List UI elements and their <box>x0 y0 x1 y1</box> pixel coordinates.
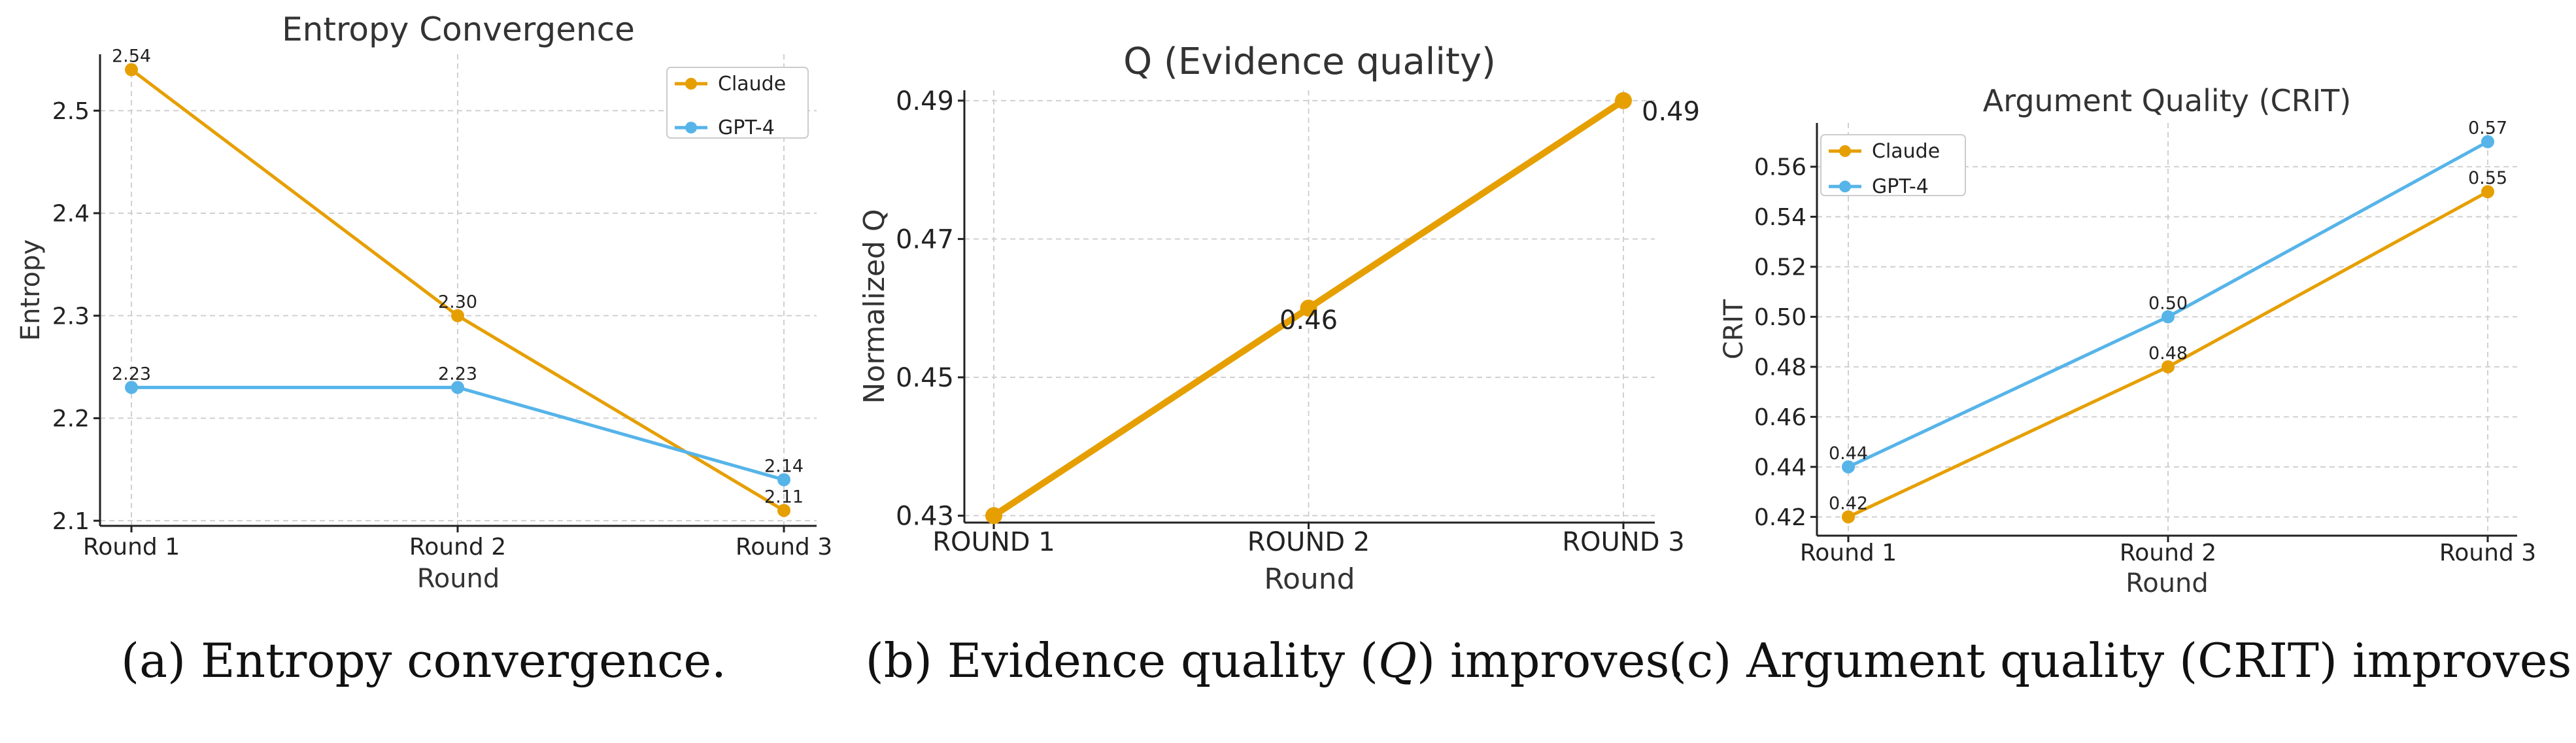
y-tick-label: 0.45 <box>896 363 954 393</box>
data-label: 0.42 <box>1829 493 1868 513</box>
x-tick-label: Round 1 <box>1800 540 1897 566</box>
legend-marker <box>685 122 697 134</box>
data-point <box>1842 460 1855 474</box>
data-label: 2.11 <box>764 487 804 507</box>
data-label: 0.46 <box>1280 305 1338 336</box>
data-point <box>985 507 1002 525</box>
series-gpt-4: 2.23 2.23 2.14 <box>112 364 804 487</box>
y-tick-label: 0.47 <box>896 224 954 254</box>
data-label: 0.55 <box>2468 168 2507 188</box>
y-tick-label: 2.3 <box>52 303 90 330</box>
x-axis-label: Round <box>1264 562 1355 596</box>
data-label: 2.23 <box>438 364 477 384</box>
legend-label: GPT-4 <box>1872 175 1929 198</box>
y-tick-label: 2.2 <box>52 406 90 432</box>
data-point <box>2161 360 2175 373</box>
data-point <box>2161 310 2175 324</box>
x-tick-label: Round 3 <box>2439 540 2536 566</box>
y-axis-label: Entropy <box>16 239 46 341</box>
legend-label: GPT-4 <box>718 116 775 139</box>
y-axis-label: CRIT <box>1719 299 1749 360</box>
legend: Claude GPT-4 <box>666 67 809 139</box>
caption-c: (c) Argument quality (CRIT) improves. <box>1669 633 2576 688</box>
caption-b-part1: (b) Evidence quality ( <box>866 633 1378 688</box>
data-point <box>125 63 138 77</box>
data-label: 0.49 <box>1642 97 1700 127</box>
x-tick-label: ROUND 1 <box>932 527 1055 557</box>
x-axis-label: Round <box>2126 568 2209 598</box>
x-tick-label: Round 2 <box>409 534 506 561</box>
chart-panel-0: 2.1 2.2 2.3 2.4 2.5 Round 1 Round 2 Round 3 Entr… <box>16 10 832 594</box>
data-label: 2.54 <box>112 46 151 67</box>
y-tick-label: 0.46 <box>1754 404 1806 431</box>
data-label: 0.50 <box>2148 293 2188 313</box>
caption-b-part2: ) improves. <box>1417 633 1684 688</box>
x-axis-label: Round <box>417 564 500 594</box>
legend-label: Claude <box>718 73 786 95</box>
data-label: 2.14 <box>764 456 804 476</box>
y-tick-label: 2.1 <box>52 508 90 535</box>
data-point <box>451 309 464 322</box>
chart-title: Argument Quality (CRIT) <box>1983 83 2351 118</box>
data-point <box>451 381 464 394</box>
chart-title: Q (Evidence quality) <box>1123 41 1496 83</box>
legend-marker <box>1839 181 1851 193</box>
x-tick-label: ROUND 2 <box>1247 527 1370 557</box>
series-q: 0.46 0.49 <box>985 92 1700 525</box>
y-tick-label: 0.42 <box>1754 504 1806 531</box>
data-point <box>1300 300 1317 317</box>
caption-a: (a) Entropy convergence. <box>121 633 726 688</box>
y-tick-label: 0.56 <box>1754 154 1806 181</box>
data-label: 0.57 <box>2468 118 2507 139</box>
data-point <box>1615 92 1632 109</box>
y-axis-label: Normalized Q <box>858 209 891 404</box>
y-tick-label: 0.43 <box>896 501 954 531</box>
y-tick-label: 0.44 <box>1754 454 1806 481</box>
data-point <box>125 381 138 394</box>
caption-b: (b) Evidence quality (Q) improves. <box>866 633 1685 688</box>
series-claude: 0.42 0.48 0.55 <box>1829 168 2507 524</box>
legend: Claude GPT-4 <box>1820 134 1966 198</box>
legend-label: Claude <box>1872 140 1940 163</box>
data-point <box>777 504 790 517</box>
x-tick-label: Round 1 <box>83 534 180 561</box>
legend-marker <box>685 78 697 90</box>
data-label: 0.48 <box>2148 343 2188 364</box>
data-label: 2.23 <box>112 364 151 384</box>
x-tick-label: ROUND 3 <box>1562 527 1684 557</box>
y-tick-label: 0.50 <box>1754 304 1806 331</box>
y-tick-label: 0.54 <box>1754 204 1806 231</box>
data-point <box>777 473 790 487</box>
y-tick-label: 0.48 <box>1754 354 1806 381</box>
legend-marker <box>1839 145 1851 157</box>
chart-panel-2: 0.42 0.44 0.46 0.48 0.50 0.52 0.54 0.56 Round 1 R… <box>1719 83 2536 598</box>
data-point <box>1842 510 1855 524</box>
data-point <box>2481 135 2494 148</box>
series-gpt-4: 0.44 0.50 0.57 <box>1829 118 2507 474</box>
y-tick-label: 0.49 <box>896 86 954 116</box>
chart-title: Entropy Convergence <box>282 10 635 48</box>
chart-panel-1: 0.43 0.45 0.47 0.49 ROUND 1 ROUND 2 ROUND 3 Q (… <box>858 41 1700 596</box>
data-point <box>2481 185 2494 199</box>
data-label: 0.44 <box>1829 443 1868 464</box>
y-tick-label: 2.5 <box>52 98 90 125</box>
x-tick-label: Round 2 <box>2120 540 2216 566</box>
data-label: 2.30 <box>438 292 477 313</box>
y-tick-label: 0.52 <box>1754 254 1806 281</box>
y-tick-label: 2.4 <box>52 201 90 228</box>
x-tick-label: Round 3 <box>736 534 832 561</box>
caption-b-q: Q <box>1378 633 1417 688</box>
series-claude: 2.54 2.30 2.11 <box>112 46 804 517</box>
